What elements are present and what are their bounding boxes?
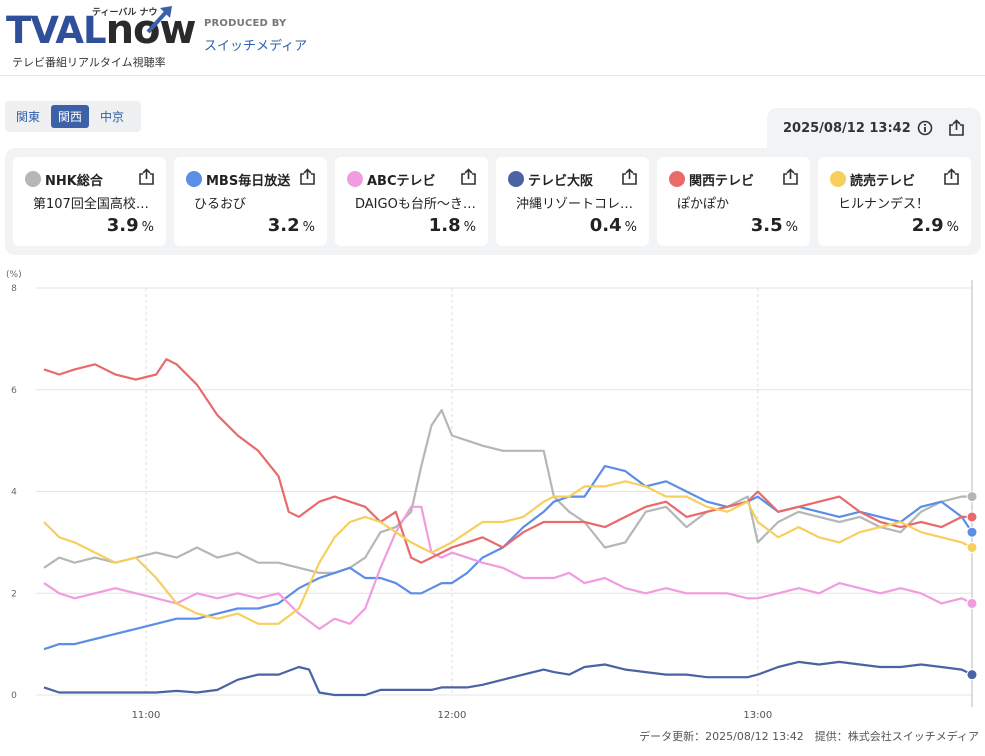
- program-title: ぽかぽか: [677, 197, 730, 212]
- y-tick-label: 6: [11, 386, 17, 396]
- channel-name: ABCテレビ: [367, 174, 436, 189]
- channel-card[interactable]: ABCテレビ DAIGOも台所〜きょうの献立 1.8%: [335, 157, 488, 246]
- program-title: DAIGOも台所〜きょうの献立: [355, 197, 477, 212]
- channel-color-dot: [25, 171, 41, 187]
- program-title: ヒルナンデス！: [838, 197, 930, 212]
- rating-value: 3.2%: [267, 215, 315, 236]
- channel-card[interactable]: 関西テレビぽかぽか 3.5%: [657, 157, 810, 246]
- series-end-point: [966, 511, 978, 523]
- channel-card[interactable]: テレビ大阪沖縄リゾートコレクション 0.4%: [496, 157, 649, 246]
- logo-kana: ティーバル ナウ: [92, 8, 158, 18]
- channel-color-dot: [508, 171, 524, 187]
- series-end-point: [966, 597, 978, 609]
- x-tick-label: 13:00: [743, 710, 772, 721]
- series-line: [43, 358, 972, 564]
- channel-card[interactable]: MBS毎日放送ひるおび 3.2%: [174, 157, 327, 246]
- series-end-point: [966, 491, 978, 503]
- channel-card[interactable]: 読売テレビヒルナンデス！ 2.9%: [818, 157, 971, 246]
- share-icon[interactable]: [299, 168, 316, 186]
- tvalnow-logo[interactable]: TVALnow ティーバル ナウ テレビ番組リアルタイム視聴率: [6, 4, 196, 70]
- series-end-point: [966, 541, 978, 553]
- data-update-footer: データ更新：2025/08/12 13:42 提供：株式会社スイッチメディア: [639, 730, 979, 743]
- channel-color-dot: [186, 171, 202, 187]
- channel-name: 関西テレビ: [689, 174, 755, 189]
- channel-name: NHK総合: [45, 174, 103, 189]
- x-tick-label: 12:00: [437, 710, 466, 721]
- update-timestamp: 2025/08/12 13:42: [783, 121, 911, 136]
- series-end-point: [966, 669, 978, 681]
- y-axis-unit-label: (%): [6, 270, 22, 280]
- series-end-point: [966, 526, 978, 538]
- y-tick-label: 4: [11, 488, 17, 498]
- tab-chukyo[interactable]: 中京: [99, 110, 124, 124]
- timestamp-bar: 2025/08/12 13:42: [767, 108, 981, 154]
- site-header: TVALnow ティーバル ナウ テレビ番組リアルタイム視聴率 PRODUCED…: [0, 0, 985, 76]
- program-title: 沖縄リゾートコレクション: [516, 197, 638, 212]
- y-tick-label: 0: [11, 691, 17, 701]
- info-icon[interactable]: [917, 120, 933, 136]
- rating-value: 3.9%: [106, 215, 154, 236]
- y-tick-label: 2: [11, 589, 17, 599]
- logo-subtitle: テレビ番組リアルタイム視聴率: [12, 56, 166, 69]
- rating-value: 0.4%: [589, 215, 637, 236]
- share-icon[interactable]: [460, 168, 477, 186]
- share-icon[interactable]: [138, 168, 155, 186]
- series-line: [43, 465, 973, 651]
- program-title: ひるおび: [194, 197, 247, 212]
- channel-color-dot: [669, 171, 685, 187]
- share-icon[interactable]: [782, 168, 799, 186]
- rating-value: 3.5%: [750, 215, 798, 236]
- producer-link[interactable]: スイッチメディア: [204, 39, 308, 54]
- produced-by-label: PRODUCED BY: [204, 18, 287, 29]
- y-tick-label: 8: [11, 284, 17, 294]
- series-line: [43, 505, 973, 630]
- logo-tval: TVAL: [6, 9, 107, 52]
- tab-kanto[interactable]: 関東: [15, 110, 40, 124]
- channel-name: MBS毎日放送: [206, 174, 291, 189]
- share-icon[interactable]: [943, 168, 960, 186]
- region-tabs: 関東 関西 中京: [5, 101, 141, 132]
- channel-card[interactable]: NHK総合第107回全国高校野球選手権大会 3.9%: [13, 157, 166, 246]
- series-line: [43, 480, 973, 625]
- share-icon[interactable]: [948, 119, 965, 137]
- program-title: 第107回全国高校野球選手権大会: [33, 197, 155, 212]
- share-icon[interactable]: [621, 168, 638, 186]
- logo-arrow-icon: [146, 6, 172, 34]
- rating-line-chart[interactable]: (%) 0 2 4 6 8 11:00 12:00 13:00: [0, 265, 985, 727]
- x-tick-label: 11:00: [132, 710, 161, 721]
- rating-value: 1.8%: [428, 215, 476, 236]
- series-line: [43, 660, 973, 697]
- channel-color-dot: [830, 171, 846, 187]
- series-line: [43, 409, 972, 574]
- channel-color-dot: [347, 171, 363, 187]
- tab-kansai[interactable]: 関西: [51, 105, 89, 128]
- channel-name: テレビ大阪: [528, 174, 594, 189]
- channel-name: 読売テレビ: [850, 174, 916, 189]
- rating-value: 2.9%: [911, 215, 959, 236]
